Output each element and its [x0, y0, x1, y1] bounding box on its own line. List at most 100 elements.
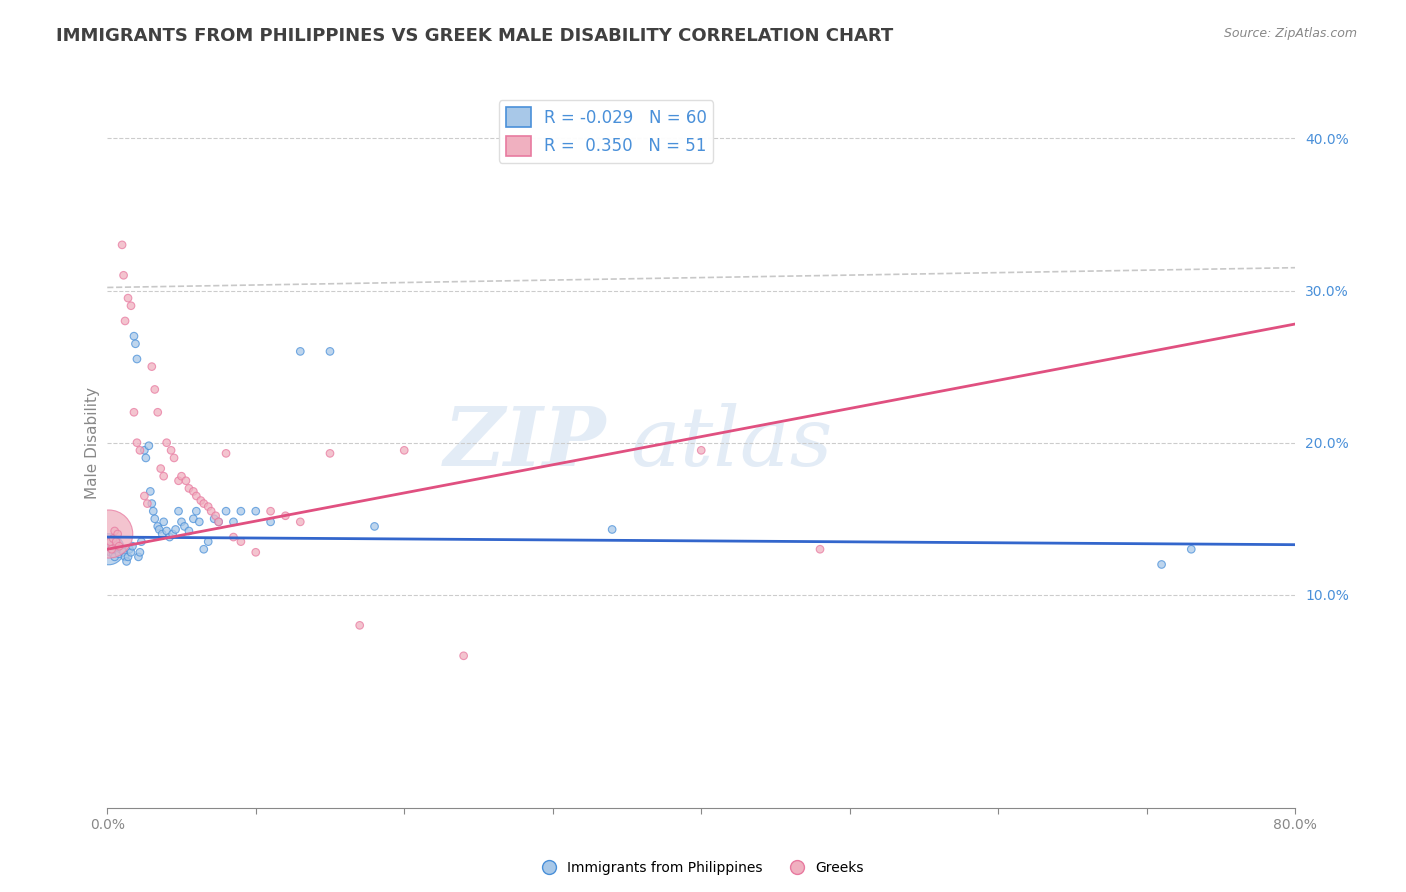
Point	[146, 519, 169, 533]
Point	[229, 504, 252, 518]
Text: Source: ZipAtlas.com: Source: ZipAtlas.com	[1223, 27, 1357, 40]
Point	[112, 268, 135, 283]
Point	[104, 549, 127, 564]
Point	[215, 504, 238, 518]
Point	[129, 545, 152, 559]
Text: ZIP: ZIP	[443, 402, 606, 483]
Point	[245, 545, 267, 559]
Point	[222, 530, 245, 544]
Point	[193, 497, 215, 511]
Point	[170, 515, 193, 529]
Point	[167, 474, 190, 488]
Point	[143, 512, 166, 526]
Text: IMMIGRANTS FROM PHILIPPINES VS GREEK MALE DISABILITY CORRELATION CHART: IMMIGRANTS FROM PHILIPPINES VS GREEK MAL…	[56, 27, 893, 45]
Point	[215, 446, 238, 460]
Point	[190, 493, 212, 508]
Y-axis label: Male Disability: Male Disability	[86, 387, 100, 499]
Point	[122, 405, 145, 419]
Point	[197, 534, 219, 549]
Point	[363, 519, 385, 533]
Point	[103, 532, 125, 546]
Point	[259, 515, 281, 529]
Point	[156, 524, 179, 538]
Point	[148, 523, 170, 537]
Point	[245, 504, 267, 518]
Point	[150, 527, 173, 541]
Point	[173, 519, 195, 533]
Point	[120, 299, 142, 313]
Point	[690, 443, 713, 458]
Point	[124, 336, 146, 351]
Point	[117, 549, 139, 564]
Point	[170, 469, 193, 483]
Point	[349, 618, 371, 632]
Point	[188, 515, 211, 529]
Point	[259, 504, 281, 518]
Point	[121, 539, 143, 553]
Point	[149, 461, 172, 475]
Point	[207, 515, 229, 529]
Point	[98, 545, 121, 559]
Point	[134, 489, 156, 503]
Point	[183, 484, 205, 499]
Point	[135, 450, 157, 465]
Point	[600, 523, 623, 537]
Point	[193, 542, 215, 557]
Point	[120, 545, 142, 559]
Point	[136, 497, 159, 511]
Point	[105, 538, 128, 552]
Point	[97, 527, 120, 541]
Point	[207, 515, 229, 529]
Point	[222, 515, 245, 529]
Point	[290, 344, 312, 359]
Point	[159, 530, 181, 544]
Legend: R = -0.029   N = 60, R =  0.350   N = 51: R = -0.029 N = 60, R = 0.350 N = 51	[499, 101, 713, 162]
Point	[103, 547, 125, 561]
Point	[138, 439, 160, 453]
Point	[139, 484, 162, 499]
Point	[1150, 558, 1173, 572]
Point	[186, 489, 208, 503]
Point	[319, 344, 342, 359]
Point	[108, 547, 131, 561]
Point	[394, 443, 416, 458]
Point	[165, 523, 187, 537]
Point	[115, 554, 138, 568]
Point	[1180, 542, 1202, 557]
Point	[146, 405, 169, 419]
Point	[177, 482, 200, 496]
Point	[152, 515, 174, 529]
Point	[125, 351, 148, 366]
Point	[129, 443, 152, 458]
Point	[107, 543, 129, 558]
Point	[111, 542, 134, 557]
Point	[114, 549, 136, 564]
Point	[204, 508, 226, 523]
Point	[127, 549, 149, 564]
Point	[142, 504, 165, 518]
Point	[112, 545, 135, 559]
Point	[808, 542, 831, 557]
Point	[290, 515, 312, 529]
Point	[453, 648, 475, 663]
Point	[105, 534, 128, 549]
Point	[274, 508, 297, 523]
Point	[200, 504, 222, 518]
Point	[100, 542, 122, 557]
Point	[152, 469, 174, 483]
Point	[141, 497, 163, 511]
Point	[141, 359, 163, 374]
Point	[117, 291, 139, 305]
Point	[122, 329, 145, 343]
Point	[162, 527, 184, 541]
Point	[100, 539, 122, 553]
Point	[156, 435, 179, 450]
Point	[183, 512, 205, 526]
Point	[110, 542, 132, 557]
Point	[125, 435, 148, 450]
Point	[163, 450, 186, 465]
Point	[108, 539, 131, 553]
Point	[202, 512, 225, 526]
Point	[174, 474, 197, 488]
Point	[111, 238, 134, 252]
